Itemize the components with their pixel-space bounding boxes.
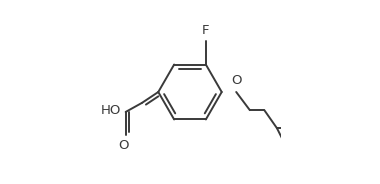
Text: F: F — [202, 24, 210, 37]
Text: HO: HO — [101, 104, 121, 117]
Text: O: O — [231, 75, 241, 87]
Text: O: O — [119, 139, 129, 152]
